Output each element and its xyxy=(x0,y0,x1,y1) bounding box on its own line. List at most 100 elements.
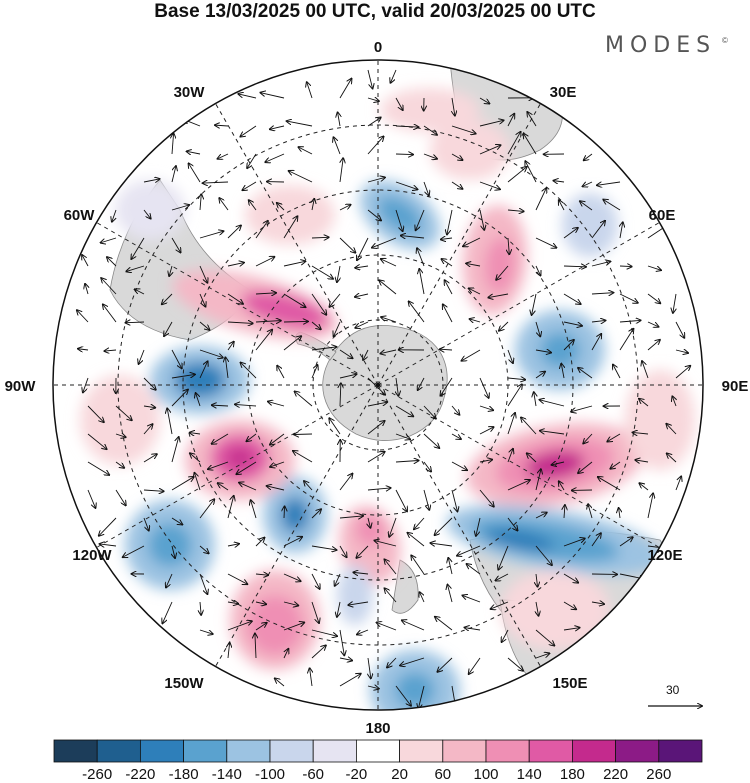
wind-arrow xyxy=(451,153,463,160)
wind-arrow xyxy=(339,349,353,358)
wind-arrow xyxy=(251,500,257,519)
wind-arrow xyxy=(379,280,397,295)
wind-arrow xyxy=(227,496,234,519)
wind-arrow xyxy=(502,629,509,642)
wind-arrow xyxy=(591,533,601,547)
wind-arrow xyxy=(584,153,593,160)
colorbar-swatch xyxy=(53,739,98,763)
wind-arrow xyxy=(588,504,593,519)
wind-arrow xyxy=(395,685,411,706)
wind-arrow xyxy=(143,209,151,219)
wind-arrow xyxy=(591,320,605,322)
colorbar: -260 -220 -180 -140 -100 -60 -20 20 60 100 140 180 2… xyxy=(53,739,703,783)
wind-arrow xyxy=(409,301,425,323)
wind-arrow xyxy=(83,377,89,392)
wind-arrow xyxy=(171,517,182,524)
wind-arrow xyxy=(437,657,453,672)
wind-arrow xyxy=(115,405,132,420)
wind-arrow xyxy=(337,265,340,282)
wind-arrow xyxy=(164,321,173,336)
wind-arrow xyxy=(395,154,413,155)
wind-arrow xyxy=(466,263,481,266)
wind-arrow xyxy=(467,564,481,575)
wind-arrow xyxy=(255,221,268,239)
wind-arrow xyxy=(171,437,179,463)
wind-arrow xyxy=(241,363,257,379)
wind-arrow xyxy=(171,477,194,491)
wind-arrow xyxy=(571,405,593,412)
wind-arrow xyxy=(396,377,398,396)
longitude-label: 150E xyxy=(552,675,587,692)
wind-arrow xyxy=(603,200,621,211)
wind-arrow xyxy=(255,257,274,267)
wind-arrow xyxy=(235,404,257,406)
wind-arrow xyxy=(283,261,305,267)
wind-arrow xyxy=(423,489,429,510)
wind-arrow xyxy=(423,405,436,419)
wind-arrow xyxy=(647,340,660,351)
wind-arrow xyxy=(172,134,174,155)
wind-arrow xyxy=(441,238,453,239)
wind-arrow xyxy=(597,181,621,185)
wind-arrow xyxy=(479,377,489,398)
longitude-label: 150W xyxy=(164,675,204,692)
wind-arrow xyxy=(115,461,124,468)
wind-arrow xyxy=(507,378,525,380)
wind-arrow xyxy=(190,453,201,463)
wind-arrow xyxy=(367,452,385,463)
wind-arrow xyxy=(479,145,500,155)
wind-arrow xyxy=(479,209,484,230)
wind-arrow xyxy=(672,396,676,407)
wind-arrow xyxy=(469,288,481,295)
wind-arrow xyxy=(247,153,257,168)
wind-arrow xyxy=(395,181,417,189)
map-boundary xyxy=(52,59,704,711)
longitude-label: 60E xyxy=(649,207,676,224)
wind-arrow xyxy=(367,488,391,490)
wind-arrow xyxy=(227,602,238,604)
wind-arrow xyxy=(363,349,369,360)
wind-arrow xyxy=(440,377,453,396)
wind-arrow xyxy=(381,259,397,267)
wind-arrow xyxy=(353,572,369,574)
wind-arrow xyxy=(311,645,326,659)
wind-arrow xyxy=(171,166,176,183)
wind-arrow xyxy=(268,402,285,407)
wind-arrow xyxy=(337,601,340,617)
wind-arrow xyxy=(227,342,234,351)
wind-arrow xyxy=(479,120,503,127)
wind-arrow xyxy=(675,476,681,491)
wind-arrow xyxy=(247,433,257,441)
wind-arrow xyxy=(507,132,521,155)
wind-arrow xyxy=(348,602,369,605)
wind-arrow xyxy=(225,357,228,379)
wind-arrow xyxy=(270,433,285,445)
colorbar-swatch xyxy=(355,739,400,763)
wind-arrow xyxy=(435,617,453,631)
wind-arrow xyxy=(418,377,425,390)
wind-arrow xyxy=(189,163,201,183)
wind-arrow xyxy=(417,248,425,267)
wind-arrow xyxy=(212,405,229,406)
wind-arrow xyxy=(598,477,621,491)
wind-arrow xyxy=(367,177,385,183)
colorbar-tick-label: -180 xyxy=(169,766,199,783)
wind-arrow xyxy=(408,533,425,547)
wind-arrow xyxy=(390,69,397,83)
colorbar-tick-label: -260 xyxy=(82,766,112,783)
wind-arrow xyxy=(416,209,425,230)
wind-arrow xyxy=(563,340,574,351)
wind-arrow xyxy=(171,374,195,379)
wind-arrow xyxy=(172,545,175,558)
colorbar-tick-label: 100 xyxy=(473,766,498,783)
colorbar-tick-label: 60 xyxy=(434,766,451,783)
wind-arrow xyxy=(666,424,677,435)
wind-arrow xyxy=(447,209,453,234)
wind-arrow xyxy=(451,405,459,415)
wind-arrow xyxy=(139,349,145,364)
wind-arrow xyxy=(340,383,341,407)
longitude-label: 180 xyxy=(365,720,390,737)
wind-arrow xyxy=(563,266,586,267)
wind-arrow xyxy=(507,167,527,183)
wind-arrow xyxy=(265,153,285,162)
